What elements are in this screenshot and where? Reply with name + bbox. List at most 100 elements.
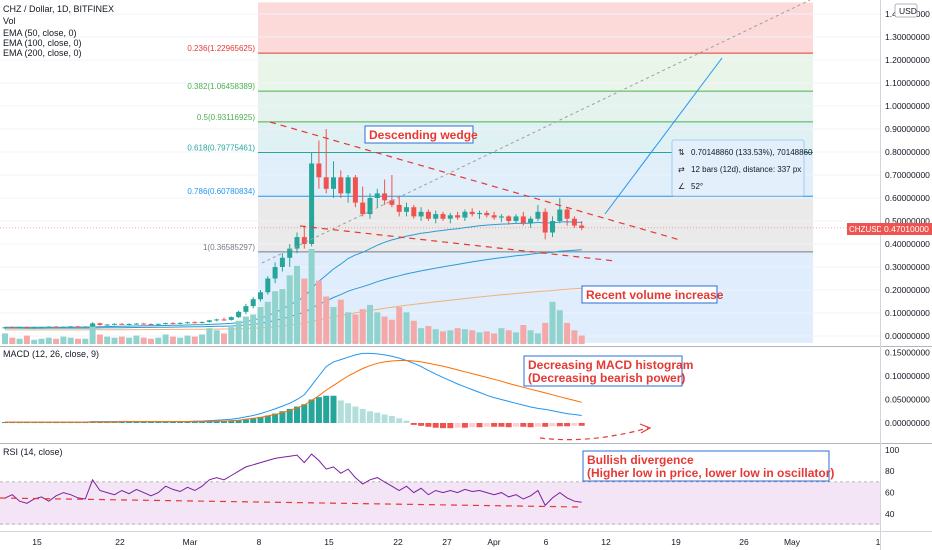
macd-histogram-bar: [315, 397, 322, 423]
candle-body: [265, 278, 271, 293]
macd-histogram-bar: [272, 413, 279, 423]
symbol-tag-label: CHZUSD: [849, 225, 883, 234]
rsi-line: [4, 453, 582, 507]
candle-body: [126, 324, 132, 326]
annotation-rsi[interactable]: Bullish divergence (Higher low in price,…: [582, 450, 834, 482]
volume-bar: [381, 316, 388, 344]
volume-bar: [272, 291, 279, 344]
volume-bar: [206, 328, 213, 344]
volume-bar: [564, 322, 571, 344]
price-tick-label: 0.80000000: [885, 147, 930, 157]
volume-bar: [177, 337, 184, 344]
candle-body: [68, 326, 74, 328]
volume-bar: [199, 334, 206, 344]
volume-bar: [549, 301, 556, 344]
annotation-macd[interactable]: Decreasing MACD histogram (Decreasing be…: [523, 355, 693, 387]
macd-histogram-bar: [410, 423, 417, 425]
candle-body: [24, 327, 30, 329]
rsi-tick-label: 40: [885, 509, 895, 519]
macd-histogram-bar: [425, 423, 432, 427]
candle-body: [367, 198, 373, 215]
volume-bar: [410, 320, 417, 344]
candle-body: [455, 215, 461, 218]
volume-bar: [67, 337, 74, 344]
symbol-tag: [847, 223, 881, 235]
candle-body: [520, 216, 526, 224]
volume-bar: [301, 278, 308, 344]
candle-body: [236, 311, 242, 318]
macd-arrowhead: [639, 423, 652, 434]
macd-histogram-bar: [469, 423, 476, 428]
measure-angle-icon: ∠: [678, 182, 685, 191]
candle-body: [316, 163, 322, 178]
price-tick-label: 0.60000000: [885, 193, 930, 203]
measure-box: [671, 139, 805, 197]
time-tick-label: 27: [442, 537, 452, 547]
volume-bar: [520, 325, 527, 344]
candle-body: [53, 326, 59, 328]
candle-body: [498, 216, 504, 218]
volume-bar: [578, 335, 585, 344]
candle-body: [352, 177, 358, 203]
volume-bar: [367, 304, 373, 344]
volume-bar: [447, 330, 454, 344]
macd-histogram-bar: [242, 419, 249, 423]
trend-drawings[interactable]: [261, 0, 811, 264]
volume-bar: [75, 338, 81, 344]
price-tick-label: 1.10000000: [885, 78, 930, 88]
macd-histogram-bar: [556, 423, 563, 427]
time-tick-label: May: [784, 537, 801, 547]
ema50-line: [5, 221, 582, 328]
volume-bar: [257, 307, 264, 344]
macd-histogram-bar: [476, 423, 483, 428]
annotation-rsi-box: [582, 450, 830, 482]
candle-body: [75, 326, 81, 328]
volume-bar: [45, 337, 52, 344]
annotation-volume[interactable]: Recent volume increase: [581, 285, 724, 304]
candle-body: [258, 292, 263, 300]
volume-bar: [571, 330, 578, 344]
macd-histogram-bar: [301, 404, 308, 423]
candle-body: [331, 177, 336, 189]
volume-bar: [16, 338, 23, 344]
candle-body: [155, 323, 161, 325]
volume-bar: [294, 265, 300, 344]
measure-tooltip[interactable]: ⇅ 0.70148860 (133.53%), 70148860 ⇄ 12 ba…: [671, 139, 813, 197]
volume-bar: [155, 337, 162, 344]
volume-bar: [330, 307, 337, 344]
macd-arrow: [539, 427, 649, 441]
macd-histogram-bar: [169, 421, 176, 423]
rsi-tick-label: 100: [885, 445, 899, 455]
volume-bar: [388, 319, 395, 344]
fib-level-label: 0.5(0.93116925): [197, 113, 255, 122]
macd-histogram-bar: [418, 423, 425, 426]
candle-body: [39, 327, 44, 329]
volume-bar: [483, 331, 490, 344]
currency-badge[interactable]: [894, 3, 918, 18]
annotation-wedge[interactable]: Descending wedge: [364, 125, 478, 144]
volume-bar: [279, 289, 286, 344]
candle-body: [141, 323, 147, 325]
currency-label: USD: [899, 6, 917, 16]
candle-body: [272, 267, 278, 279]
macd-histogram-bar: [177, 421, 184, 423]
macd-histogram-bar: [213, 421, 220, 423]
candle-body: [433, 214, 439, 219]
ema50-legend: EMA (50, close, 0): [3, 28, 77, 38]
macd-histogram-bar: [440, 423, 446, 429]
candle-body: [177, 322, 183, 324]
fib-level-label: 0.786(0.60780834): [187, 187, 255, 196]
candle-body: [221, 319, 227, 321]
macd-histogram-bar: [396, 418, 403, 423]
rsi-tick-label: 60: [885, 488, 895, 498]
last-price-label: 0.47010000: [884, 224, 929, 234]
candle-body: [484, 212, 490, 216]
candle-body: [360, 202, 366, 215]
macd-histogram-bar: [345, 403, 352, 423]
volume-bar: [60, 336, 67, 344]
volume-bar: [345, 312, 352, 344]
volume-bar: [505, 330, 512, 344]
candle-body: [535, 211, 541, 219]
annotation-volume-box: [581, 285, 718, 304]
